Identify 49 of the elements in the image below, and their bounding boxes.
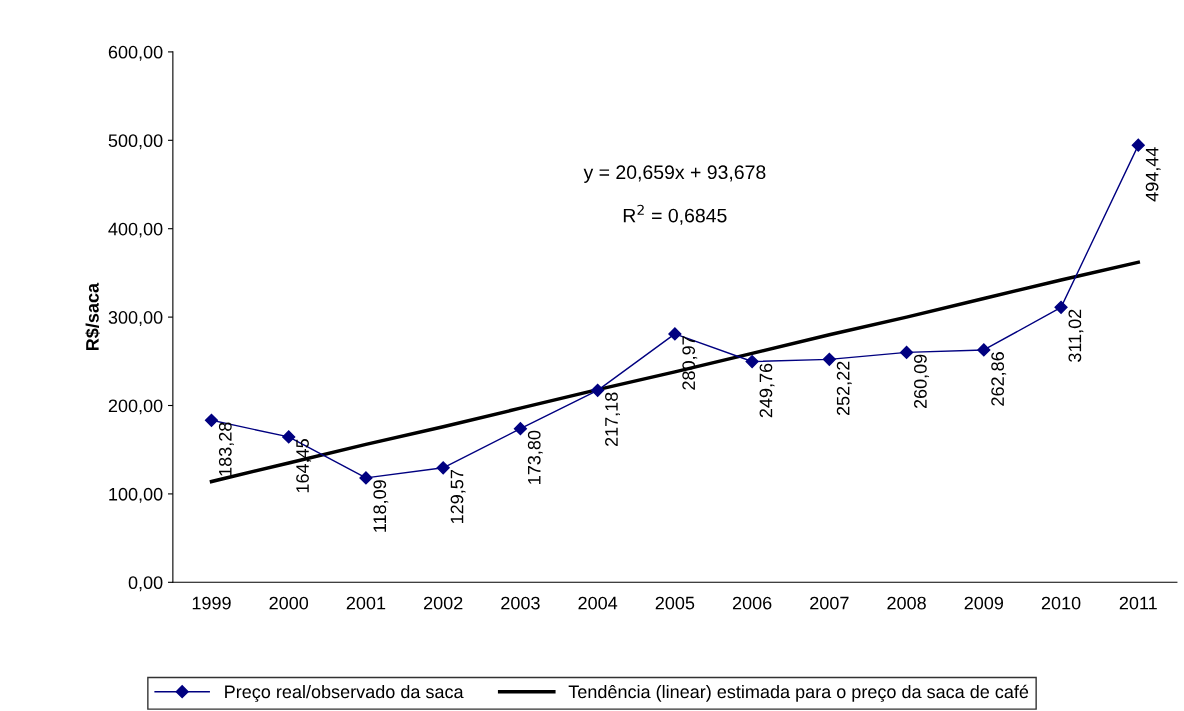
point [591,383,605,397]
data-label: 262,86 [991,352,1007,406]
x-tick-label: 2006 [732,596,772,610]
x-tick-label: 2007 [810,596,849,610]
y-tick-label: 500,00 [108,134,163,150]
point [204,413,219,427]
point [745,354,759,369]
y-tick-label: 100,00 [109,487,163,503]
x-tick-label: 2010 [1041,596,1081,610]
point [359,471,373,485]
legend-label: Preço real/observado da saca [225,684,464,702]
point [822,352,836,366]
data-label: 129,57 [450,470,466,523]
point [282,430,296,444]
data-label: 249,76 [759,363,775,418]
y-tick-label: 400,00 [108,222,163,238]
point [513,422,528,436]
data-label: 173,80 [527,430,543,484]
x-tick-label: 2008 [887,596,926,610]
x-tick-label: 2011 [1119,596,1157,610]
x-tick-label: 1999 [192,596,231,610]
x-tick-label: 2005 [655,596,695,610]
data-label: 311,02 [1068,309,1084,362]
legend-label: Tendência (linear) estimada para o preço da saca de café [568,684,1029,702]
x-tick-label: 2004 [578,596,618,610]
x-tick-label: 2003 [501,596,540,610]
y-tick-label: 300,00 [108,311,163,326]
point [977,343,991,357]
point [1054,300,1068,314]
x-tick-label: 2009 [964,596,1004,610]
data-label: 183,28 [218,422,234,476]
data-label: 118,09 [373,480,389,532]
point [668,327,682,341]
annotation: y = 20,659x + 93,678 [583,165,766,183]
point [436,461,450,475]
y-tick-label: 200,00 [108,399,163,415]
data-label: 252,22 [836,361,852,416]
point [899,345,914,359]
data-label: 260,09 [914,354,929,409]
y-tick-label: 0,00 [128,576,163,592]
y-axis-title: R$/saca [85,282,100,351]
x-tick-label: 2002 [424,596,463,610]
x-tick-label: 2001 [346,596,386,610]
point [1131,138,1145,152]
x-tick-label: 2000 [269,596,309,610]
data-label: 217,18 [605,392,620,447]
y-tick-label: 600,00 [108,45,163,61]
data-label: 494,44 [1145,147,1161,202]
annotation: R$^{2}$ = 0,6845 [623,204,727,225]
